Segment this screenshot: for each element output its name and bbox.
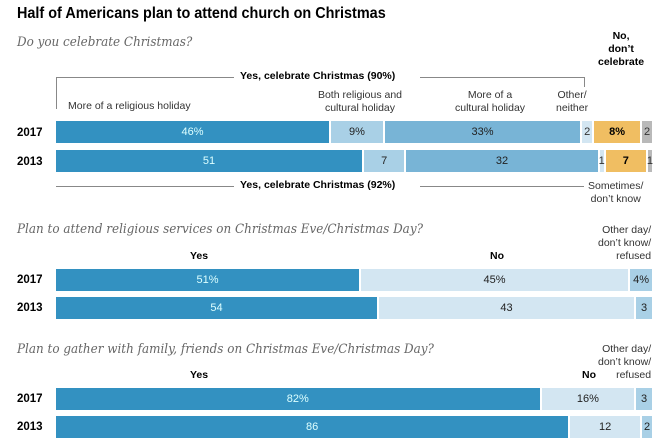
bar-value-label: 12: [599, 421, 612, 433]
seg-other-bar: 3: [636, 297, 654, 319]
seg-religious-bar: 46%: [56, 121, 332, 143]
year-label: 2013: [17, 302, 43, 314]
year-label: 2017: [17, 393, 43, 405]
year-label: 2013: [17, 421, 43, 433]
label-yes: Yes: [190, 369, 209, 381]
seg-both-bar: 9%: [331, 121, 385, 143]
seg-cultural-bar: 33%: [384, 121, 583, 143]
bar-value-label: 2: [643, 126, 651, 138]
bar-value-label: 82%: [286, 393, 309, 405]
bar-value-label: 7: [381, 155, 388, 167]
seg-sometimes-bar: 1: [646, 150, 654, 172]
bar-value-label: 45%: [483, 274, 506, 286]
question-attend: Plan to attend religious services on Chr…: [17, 222, 423, 237]
label-sometimes: Sometimes/don’t know: [588, 180, 644, 205]
chart-title: Half of Americans plan to attend church …: [17, 5, 386, 22]
seg-no-bar: 16%: [541, 388, 637, 410]
seg-sometimes-bar: 2: [642, 121, 654, 143]
seg-other-bar: 3: [636, 388, 654, 410]
seg-yes-bar: 54: [56, 297, 379, 319]
bracket-right: [584, 77, 585, 87]
bracket-left: [56, 77, 57, 109]
bar-value-label: 86: [306, 421, 319, 433]
bar-value-label: 33%: [471, 126, 494, 138]
bracket-bottom-left: [56, 186, 234, 187]
bar-value-label: 16%: [576, 393, 599, 405]
bar-value-label: 51: [202, 155, 216, 167]
seg-other-bar: 2: [582, 121, 595, 143]
bar-value-label: 3: [640, 302, 648, 314]
seg-yes-bar: 51%: [56, 269, 361, 291]
bar-value-label: 1: [646, 155, 654, 167]
label-no: No: [582, 369, 596, 381]
seg-no-bar: 43: [378, 297, 637, 319]
bar-value-label: 54: [210, 302, 223, 314]
seg-religious-bar: 51: [56, 150, 365, 172]
seg-yes-bar: 86: [56, 416, 571, 438]
seg-other-bar: 2: [642, 416, 654, 438]
bar-value-label: 1: [598, 155, 605, 167]
label-religious: More of a religious holiday: [68, 100, 191, 112]
bar-value-label: 4%: [633, 274, 649, 286]
label-no: No: [490, 250, 504, 262]
bar-value-label: 43: [500, 302, 513, 314]
label-cultural: More of a cultural holiday: [455, 89, 526, 114]
label-other-day: Other day/don’t know/refused: [598, 224, 652, 262]
group-label-yes-2013: Yes, celebrate Christmas (92%): [240, 179, 396, 191]
bar-value-label: 9%: [349, 126, 365, 138]
label-other-neither: Other/neither: [556, 89, 589, 114]
question-celebrate: Do you celebrate Christmas?: [17, 35, 193, 50]
question-gather: Plan to gather with family, friends on C…: [17, 342, 434, 357]
seg-other-bar: 4%: [630, 269, 654, 291]
label-no-celebrate: No, don’t celebrate: [598, 30, 645, 68]
year-label: 2017: [17, 274, 43, 286]
seg-yes-bar: 82%: [56, 388, 542, 410]
label-yes: Yes: [190, 250, 209, 262]
year-label: 2017: [17, 127, 43, 139]
bar-value-label: 2: [584, 126, 591, 138]
bar-value-label: 3: [641, 393, 648, 405]
label-other-day: Other day/don’t know/refused: [598, 343, 652, 381]
bar-value-label: 8%: [609, 126, 626, 138]
bar-value-label: 32: [495, 155, 509, 167]
group-label-yes-2017: Yes, celebrate Christmas (90%): [240, 70, 396, 82]
seg-no-bar: 7: [605, 150, 648, 172]
bar-value-label: 2: [643, 421, 651, 433]
seg-other-bar: 1: [598, 150, 606, 172]
bracket-bottom-right: [420, 186, 584, 187]
label-both: Both religious and cultural holiday: [317, 89, 403, 114]
bracket-top-left: [56, 77, 234, 78]
seg-no-bar: 45%: [360, 269, 631, 291]
seg-no-bar: 8%: [594, 121, 643, 143]
year-label: 2013: [17, 156, 43, 168]
seg-cultural-bar: 32: [406, 150, 600, 172]
bar-value-label: 46%: [181, 126, 204, 138]
bracket-top-right: [420, 77, 584, 78]
seg-both-bar: 7: [364, 150, 407, 172]
seg-no-bar: 12: [570, 416, 643, 438]
bar-value-label: 51%: [196, 274, 219, 286]
bar-value-label: 7: [622, 155, 629, 167]
